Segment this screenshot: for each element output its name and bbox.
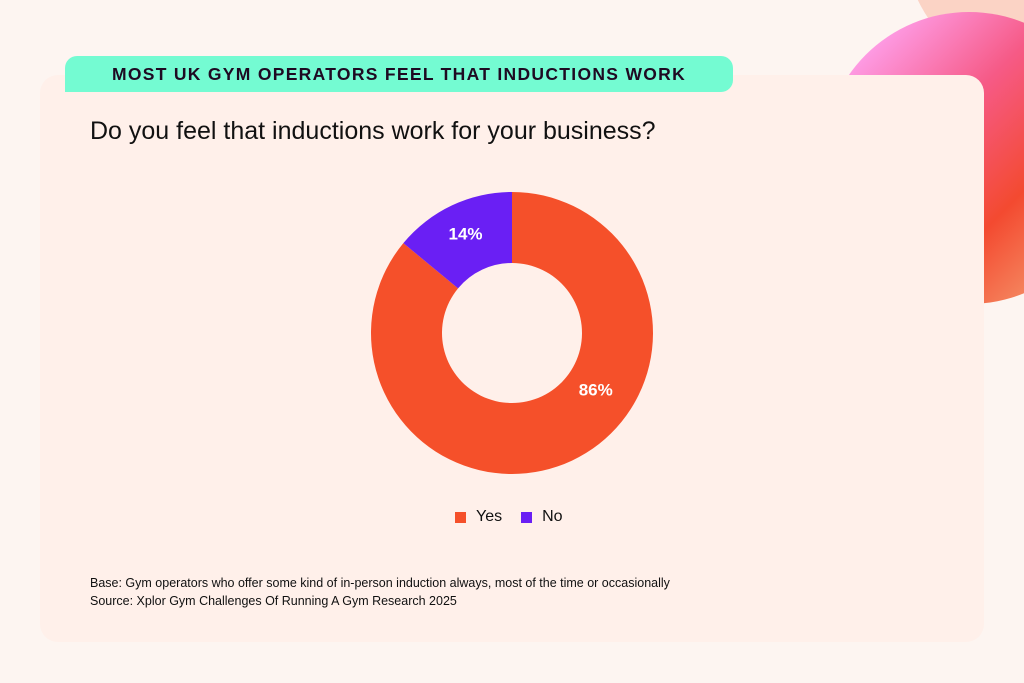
chart-card xyxy=(40,75,984,642)
legend-item-yes: Yes xyxy=(455,508,502,526)
headline-text: MOST UK GYM OPERATORS FEEL THAT INDUCTIO… xyxy=(111,63,687,84)
legend-swatch-no xyxy=(521,511,533,523)
legend-label-no: No xyxy=(542,508,563,525)
legend-item-no: No xyxy=(521,508,563,526)
legend-label-yes: Yes xyxy=(476,508,503,525)
donut-slice-yes xyxy=(370,192,653,474)
data-label-yes: 86% xyxy=(579,380,613,399)
chart-title: Do you feel that inductions work for you… xyxy=(90,117,656,145)
footnote-base: Base: Gym operators who offer some kind … xyxy=(90,576,670,590)
legend-swatch-yes xyxy=(455,511,466,523)
headline-tag: MOST UK GYM OPERATORS FEEL THAT INDUCTIO… xyxy=(65,56,733,92)
donut-slice-no xyxy=(403,191,512,289)
legend: Yes No xyxy=(455,508,582,526)
data-label-no: 14% xyxy=(448,224,482,243)
footnote-source: Source: Xplor Gym Challenges Of Running … xyxy=(90,594,457,608)
